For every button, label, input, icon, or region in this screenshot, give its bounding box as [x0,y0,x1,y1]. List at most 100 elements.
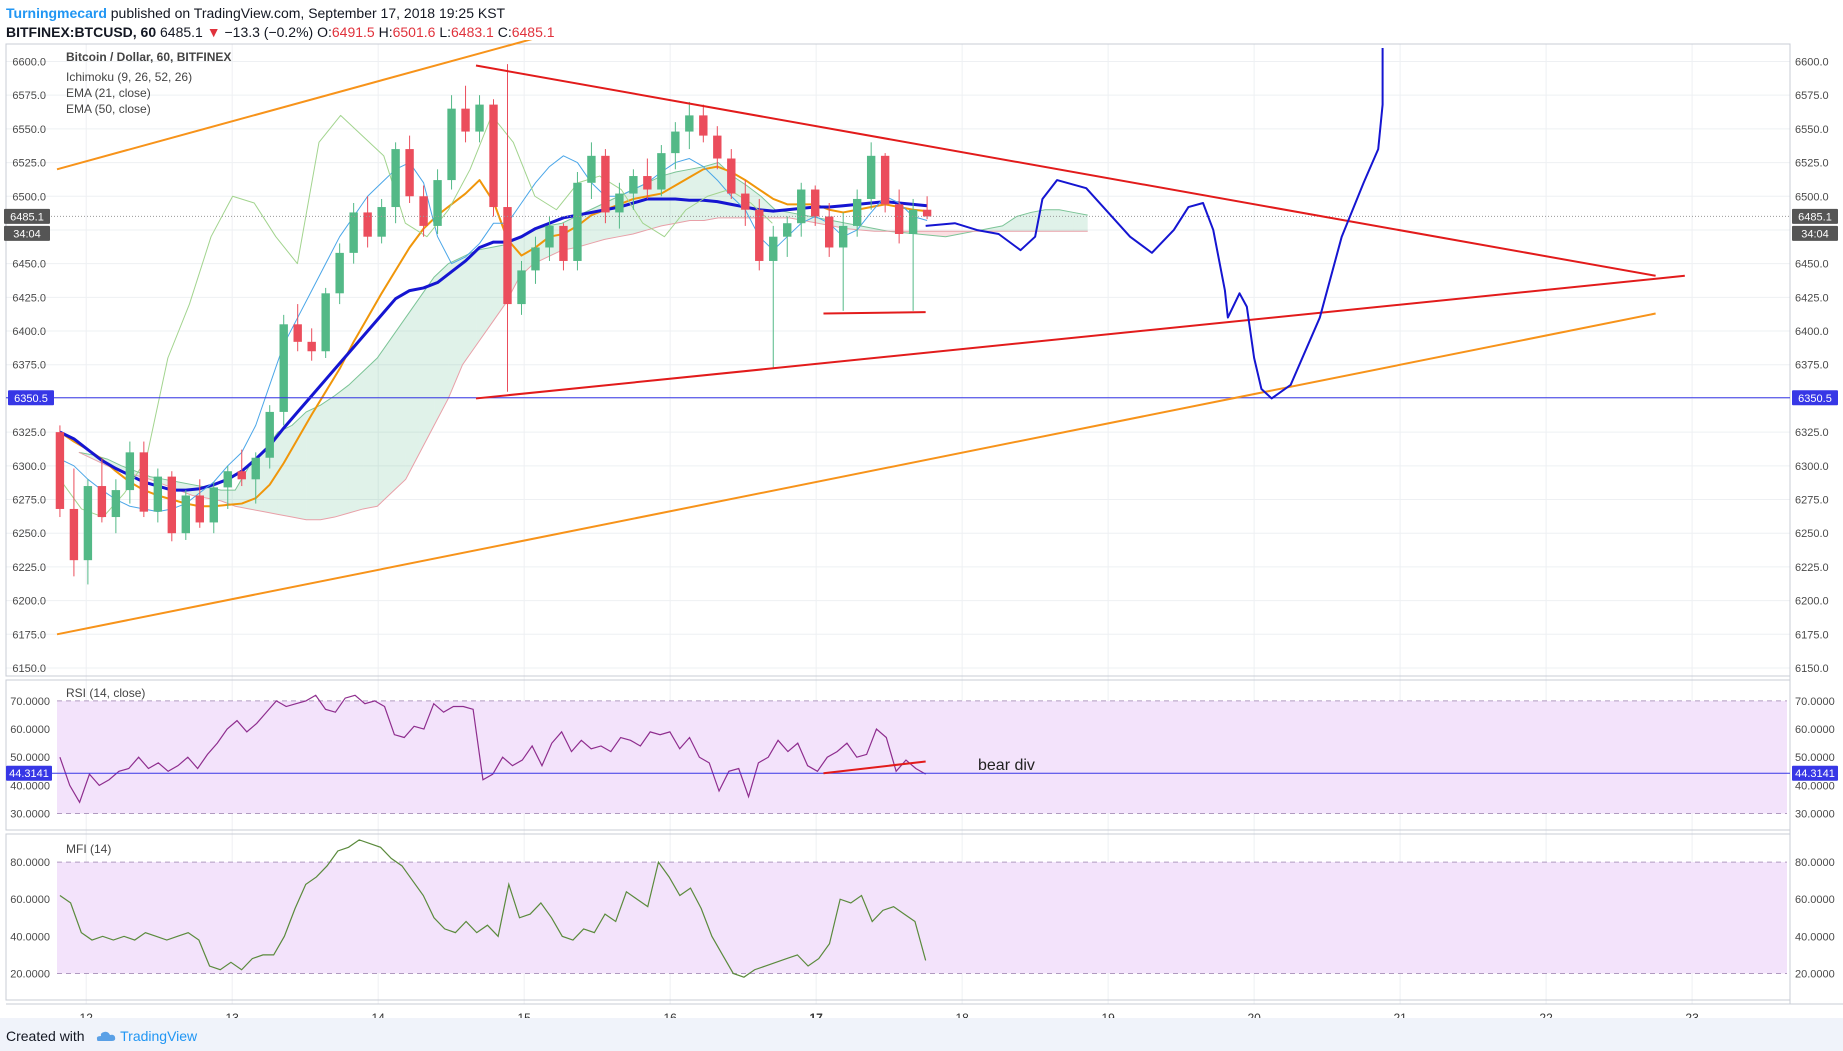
orange-trendline[interactable] [56,312,1656,636]
candle-body[interactable] [587,155,596,183]
candle-body[interactable] [139,452,149,512]
candle-body[interactable] [922,209,932,217]
candle-body[interactable] [769,236,778,261]
rsi-title: RSI (14, close) [66,686,145,700]
candle-body[interactable] [852,198,862,226]
candle-body[interactable] [866,155,876,199]
y-tick-label-right: 6525.0 [1795,158,1829,170]
candle-body[interactable] [419,196,428,226]
candle-body[interactable] [363,212,372,237]
mfi-tick-right: 60.0000 [1795,894,1835,906]
candle-body[interactable] [237,471,246,480]
candle-body[interactable] [643,176,652,190]
candle-body[interactable] [349,212,358,253]
candle-body[interactable] [657,153,666,190]
candle-body[interactable] [265,411,274,458]
red-trendline[interactable] [823,311,926,315]
candle-body[interactable] [153,476,163,512]
candle-body[interactable] [433,180,442,226]
candle-body[interactable] [335,252,344,294]
candle-body[interactable] [111,490,121,518]
candle-body[interactable] [880,155,890,205]
tradingview-logo[interactable]: TradingView [120,1028,198,1044]
projection-path[interactable] [925,48,1384,400]
candle-body[interactable] [307,341,316,352]
mfi-tick-left: 80.0000 [10,857,50,869]
rsi-divergence-line[interactable] [823,760,926,775]
candle-body[interactable] [293,324,302,342]
candle-body[interactable] [489,104,498,208]
y-tick-label-left: 6425.0 [12,292,46,304]
candle-body[interactable] [783,223,792,237]
candle-body[interactable] [629,176,638,194]
candle-body[interactable] [908,209,918,234]
candle-body[interactable] [167,476,177,534]
candle-body[interactable] [377,207,386,237]
candle-body[interactable] [279,324,288,412]
candle-body[interactable] [125,452,135,491]
candle-body[interactable] [209,487,218,523]
candle-body[interactable] [727,158,736,194]
last-price-label-left: 6485.1 [10,211,44,223]
candle-body[interactable] [699,115,708,136]
x-tick-label: 13 [226,1011,240,1018]
candle-body[interactable] [573,182,582,261]
author-link[interactable]: Turningmecard [6,5,107,21]
candles[interactable] [55,64,932,585]
last-price-label-right: 6485.1 [1798,211,1832,223]
candle-body[interactable] [685,115,694,132]
chart-canvas[interactable]: 12 13 14 15 16 17 18 19 20 21 22 23 6600.0 6600.0 6575… [0,40,1843,1018]
x-tick-label: 18 [955,1011,969,1018]
candle-body[interactable] [615,193,624,213]
candle-body[interactable] [531,247,540,271]
candle-body[interactable] [755,209,764,261]
candle-body[interactable] [838,225,848,248]
symbol-name[interactable]: BITFINEX:BTCUSD, 60 [6,24,157,40]
candle-body[interactable] [601,155,610,213]
candle-body[interactable] [97,486,107,518]
rsi-current-label-right-bg [1792,765,1838,781]
legend-ichimoku: Ichimoku (9, 26, 52, 26) [66,70,192,84]
candle-body[interactable] [181,495,190,534]
candle-body[interactable] [825,216,834,248]
candle-body[interactable] [671,131,680,154]
candle-body[interactable] [83,486,93,561]
candle-body[interactable] [545,225,554,248]
countdown-label-left-bg [4,225,50,241]
y-tick-label-right: 6275.0 [1795,495,1829,507]
candle-body[interactable] [251,457,260,480]
candle-body[interactable] [503,207,512,305]
red-trendline[interactable] [475,64,1656,277]
candle-body[interactable] [391,149,400,208]
candle-body[interactable] [405,149,414,197]
cloud-segment [391,317,406,493]
candle-body[interactable] [447,108,456,181]
candle-body[interactable] [321,293,330,352]
candle-body[interactable] [894,204,904,234]
price-change: −13.3 (−0.2%) [224,24,314,40]
x-tick-label: 14 [372,1011,386,1018]
orange-trendline[interactable] [56,40,539,171]
candle-body[interactable] [461,108,470,132]
low-value: 6483.1 [451,24,494,40]
candle-body[interactable] [69,508,79,561]
candle-body[interactable] [713,135,722,159]
candle-body[interactable] [195,495,204,523]
drawings[interactable] [6,40,1790,636]
cloud-segment [405,297,420,480]
y-tick-label-right: 6425.0 [1795,292,1829,304]
countdown-label-left: 34:04 [13,228,41,240]
candle-body[interactable] [517,270,526,305]
candle-body[interactable] [741,193,750,210]
candle-body[interactable] [223,471,232,488]
candle-body[interactable] [55,432,65,509]
open-label: O: [317,24,332,40]
bear-div-note[interactable]: bear div [978,757,1035,774]
candle-body[interactable] [475,104,484,132]
red-trendline[interactable] [475,274,1685,400]
candle-body[interactable] [797,189,806,224]
cloud-segment [760,196,776,218]
mfi-title: MFI (14) [66,842,111,856]
candle-body[interactable] [811,189,820,217]
candle-body[interactable] [559,225,568,261]
